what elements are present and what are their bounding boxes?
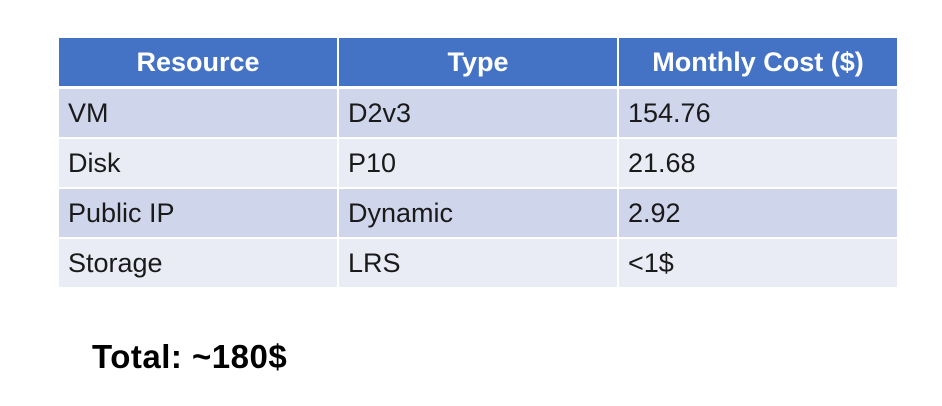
cell-monthly-cost: <1$ xyxy=(618,238,897,289)
table-row: Public IP Dynamic 2.92 xyxy=(59,188,897,239)
cell-type: P10 xyxy=(338,138,619,189)
cell-resource: Storage xyxy=(59,238,339,289)
header-monthly-cost: Monthly Cost ($) xyxy=(618,38,897,89)
cell-monthly-cost: 2.92 xyxy=(618,188,897,239)
cost-table: Resource Type Monthly Cost ($) VM D2v3 1… xyxy=(59,38,897,289)
header-resource: Resource xyxy=(59,38,339,89)
cell-monthly-cost: 154.76 xyxy=(618,87,897,139)
cell-type: LRS xyxy=(338,238,619,289)
cell-resource: VM xyxy=(59,87,339,139)
cell-type: Dynamic xyxy=(338,188,619,239)
table-row: Disk P10 21.68 xyxy=(59,138,897,189)
cell-type: D2v3 xyxy=(338,87,619,139)
cell-monthly-cost: 21.68 xyxy=(618,138,897,189)
table-row: VM D2v3 154.76 xyxy=(59,87,897,139)
cell-resource: Disk xyxy=(59,138,339,189)
table-header-row: Resource Type Monthly Cost ($) xyxy=(59,38,897,89)
total-cost-text: Total: ~180$ xyxy=(92,338,288,375)
header-type: Type xyxy=(338,38,619,89)
table-row: Storage LRS <1$ xyxy=(59,238,897,289)
cell-resource: Public IP xyxy=(59,188,339,239)
